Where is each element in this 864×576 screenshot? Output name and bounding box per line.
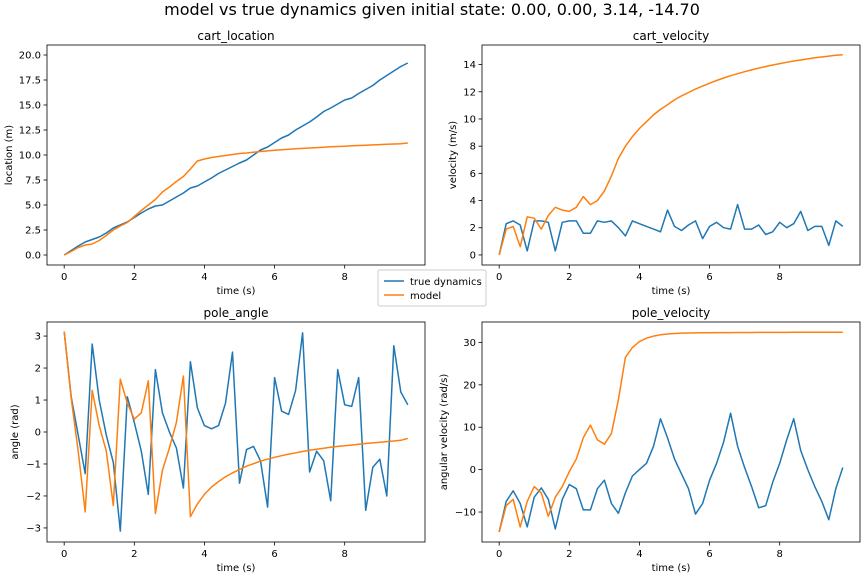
subplot-title: cart_location (197, 29, 274, 43)
y-axis-label: angular velocity (rad/s) (439, 374, 450, 491)
legend-label-true-dynamics: true dynamics (410, 277, 482, 288)
subplot-pole-velocity: pole_velocity 0 2 4 6 8 −10 0 10 20 30 time (s) a… (439, 306, 861, 574)
y-axis-label: velocity (m/s) (448, 121, 459, 189)
x-tick-label: 6 (706, 549, 712, 560)
y-tick-label: 1 (35, 396, 41, 407)
subplot-pole-angle: pole_angle 0 2 4 6 8 −3 −2 −1 0 1 2 3 time (s) angl… (10, 306, 426, 574)
axes-frame (481, 44, 861, 266)
series-line-true-dynamics (63, 62, 409, 256)
y-tick-label: 8 (470, 142, 476, 153)
legend-label-model: model (410, 291, 441, 302)
x-axis-label: time (s) (217, 286, 256, 297)
series-line-model (498, 54, 843, 256)
legend-frame (377, 269, 487, 307)
series-line-model (63, 331, 408, 518)
x-tick-label: 8 (342, 549, 348, 560)
y-tick-label: 20 (463, 380, 476, 391)
y-axis-label: location (m) (4, 125, 15, 185)
y-tick-label: 3 (35, 332, 41, 343)
y-tick-label: 10.0 (19, 151, 41, 162)
y-axis-label: angle (rad) (10, 404, 21, 459)
y-tick-label: 12.5 (19, 126, 41, 137)
y-tick-label: 10 (463, 114, 476, 125)
y-tick-label: 0 (470, 465, 476, 476)
y-tick-label: 0 (470, 250, 476, 261)
x-tick-label: 6 (271, 549, 277, 560)
x-tick-label: 2 (566, 549, 572, 560)
y-tick-label: −2 (26, 491, 41, 502)
y-tick-label: 4 (470, 196, 476, 207)
y-tick-label: 2 (470, 223, 476, 234)
y-tick-label: 5.0 (25, 201, 41, 212)
plot-area: 0 2 4 6 8 0.0 2.5 5.0 7.5 10.0 12.5 15.0 17.5 20.0 (19, 44, 426, 283)
series-line-true-dynamics (498, 412, 844, 533)
x-tick-label: 2 (131, 272, 137, 283)
x-tick-label: 8 (777, 549, 783, 560)
y-tick-label: 14 (463, 60, 476, 71)
y-tick-label: 2.5 (25, 226, 41, 237)
y-tick-label: 0.0 (25, 251, 41, 262)
y-tick-label: 17.5 (19, 76, 41, 87)
series-line-true-dynamics (63, 331, 409, 532)
x-axis-label: time (s) (652, 563, 691, 574)
x-tick-label: 4 (636, 272, 642, 283)
plot-area: 0 2 4 6 8 0 2 4 6 8 10 12 14 (463, 44, 861, 283)
axes-frame (46, 44, 426, 266)
x-tick-label: 2 (566, 272, 572, 283)
y-tick-label: 15.0 (19, 101, 41, 112)
subplot-cart-location: cart_location 0 2 4 6 8 0.0 2.5 5.0 7.5 10.0 12.5 1… (4, 29, 426, 297)
x-axis-label: time (s) (652, 286, 691, 297)
x-tick-label: 6 (271, 272, 277, 283)
x-tick-label: 8 (342, 272, 348, 283)
x-tick-label: 6 (706, 272, 712, 283)
y-tick-label: −3 (26, 523, 41, 534)
x-tick-label: 8 (777, 272, 783, 283)
subplot-title: cart_velocity (633, 29, 710, 43)
subplot-title: pole_velocity (632, 306, 711, 320)
axes-frame (46, 321, 426, 543)
x-tick-label: 0 (61, 549, 67, 560)
series-line-true-dynamics (498, 203, 844, 256)
x-tick-label: 0 (496, 272, 502, 283)
y-tick-label: 6 (470, 169, 476, 180)
x-tick-label: 0 (496, 549, 502, 560)
y-tick-label: 7.5 (25, 176, 41, 187)
subplot-title: pole_angle (204, 306, 269, 320)
x-tick-label: 0 (61, 272, 67, 283)
x-tick-label: 4 (201, 272, 207, 283)
y-tick-label: 0 (35, 428, 41, 439)
y-tick-label: 10 (463, 423, 476, 434)
y-tick-label: 2 (35, 364, 41, 375)
axes-frame (481, 321, 861, 543)
series-line-model (498, 331, 843, 533)
series-line-model (63, 142, 408, 256)
x-tick-label: 2 (131, 549, 137, 560)
y-tick-label: 20.0 (19, 51, 41, 62)
figure-title: model vs true dynamics given initial sta… (164, 0, 700, 19)
y-tick-label: 12 (463, 87, 476, 98)
plot-area: 0 2 4 6 8 −10 0 10 20 30 (455, 321, 861, 560)
y-tick-label: −1 (26, 459, 41, 470)
x-tick-label: 4 (636, 549, 642, 560)
y-tick-label: 30 (463, 338, 476, 349)
plot-area: 0 2 4 6 8 −3 −2 −1 0 1 2 3 (26, 321, 426, 560)
x-tick-label: 4 (201, 549, 207, 560)
x-axis-label: time (s) (217, 563, 256, 574)
legend: true dynamics model (377, 269, 487, 307)
y-tick-label: −10 (455, 508, 476, 519)
